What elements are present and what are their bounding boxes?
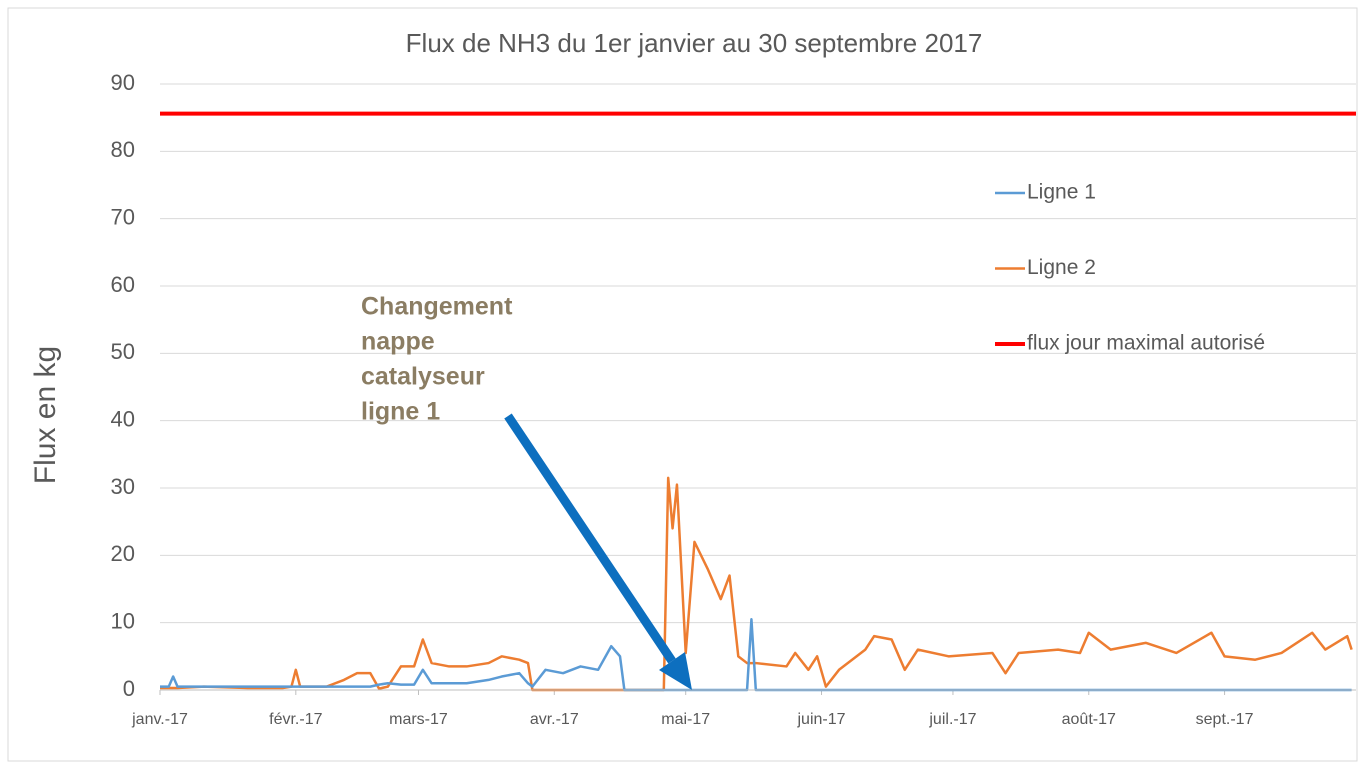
annotation-arrow: [504, 413, 676, 664]
y-axis-label: Flux en kg: [29, 346, 62, 484]
x-tick-label: mars-17: [389, 711, 448, 728]
y-tick-label: 50: [111, 339, 135, 364]
x-tick-label: janv.-17: [131, 711, 188, 728]
chart-title: Flux de NH3 du 1er janvier au 30 septemb…: [406, 28, 983, 58]
y-tick-label: 70: [111, 204, 135, 229]
legend-label: flux jour maximal autorisé: [1027, 332, 1265, 355]
annotation-arrowhead: [659, 652, 692, 690]
y-tick-label: 30: [111, 474, 135, 499]
y-tick-label: 60: [111, 272, 135, 297]
x-tick-label: mai-17: [661, 711, 710, 728]
x-tick-label: juil.-17: [928, 711, 976, 728]
y-tick-label: 20: [111, 541, 135, 566]
legend-label: Ligne 1: [1027, 181, 1096, 204]
x-tick-label: avr.-17: [530, 711, 579, 728]
y-tick-label: 10: [111, 608, 135, 633]
legend-label: Ligne 2: [1027, 256, 1096, 279]
series-line: [160, 476, 1353, 692]
y-tick-label: 0: [123, 676, 135, 701]
annotation-text: nappe: [361, 328, 435, 356]
y-tick-label: 40: [111, 406, 135, 431]
x-tick-label: févr.-17: [269, 711, 322, 728]
y-tick-label: 90: [111, 70, 135, 95]
x-tick-label: juin-17: [797, 711, 846, 728]
x-tick-label: août-17: [1062, 711, 1116, 728]
annotation-text: catalyseur: [361, 363, 485, 391]
x-tick-label: sept.-17: [1196, 711, 1254, 728]
annotation-text: ligne 1: [361, 398, 440, 426]
annotation-text: Changement: [361, 293, 513, 321]
chart-frame: [7, 7, 1358, 762]
y-tick-label: 80: [111, 137, 135, 162]
